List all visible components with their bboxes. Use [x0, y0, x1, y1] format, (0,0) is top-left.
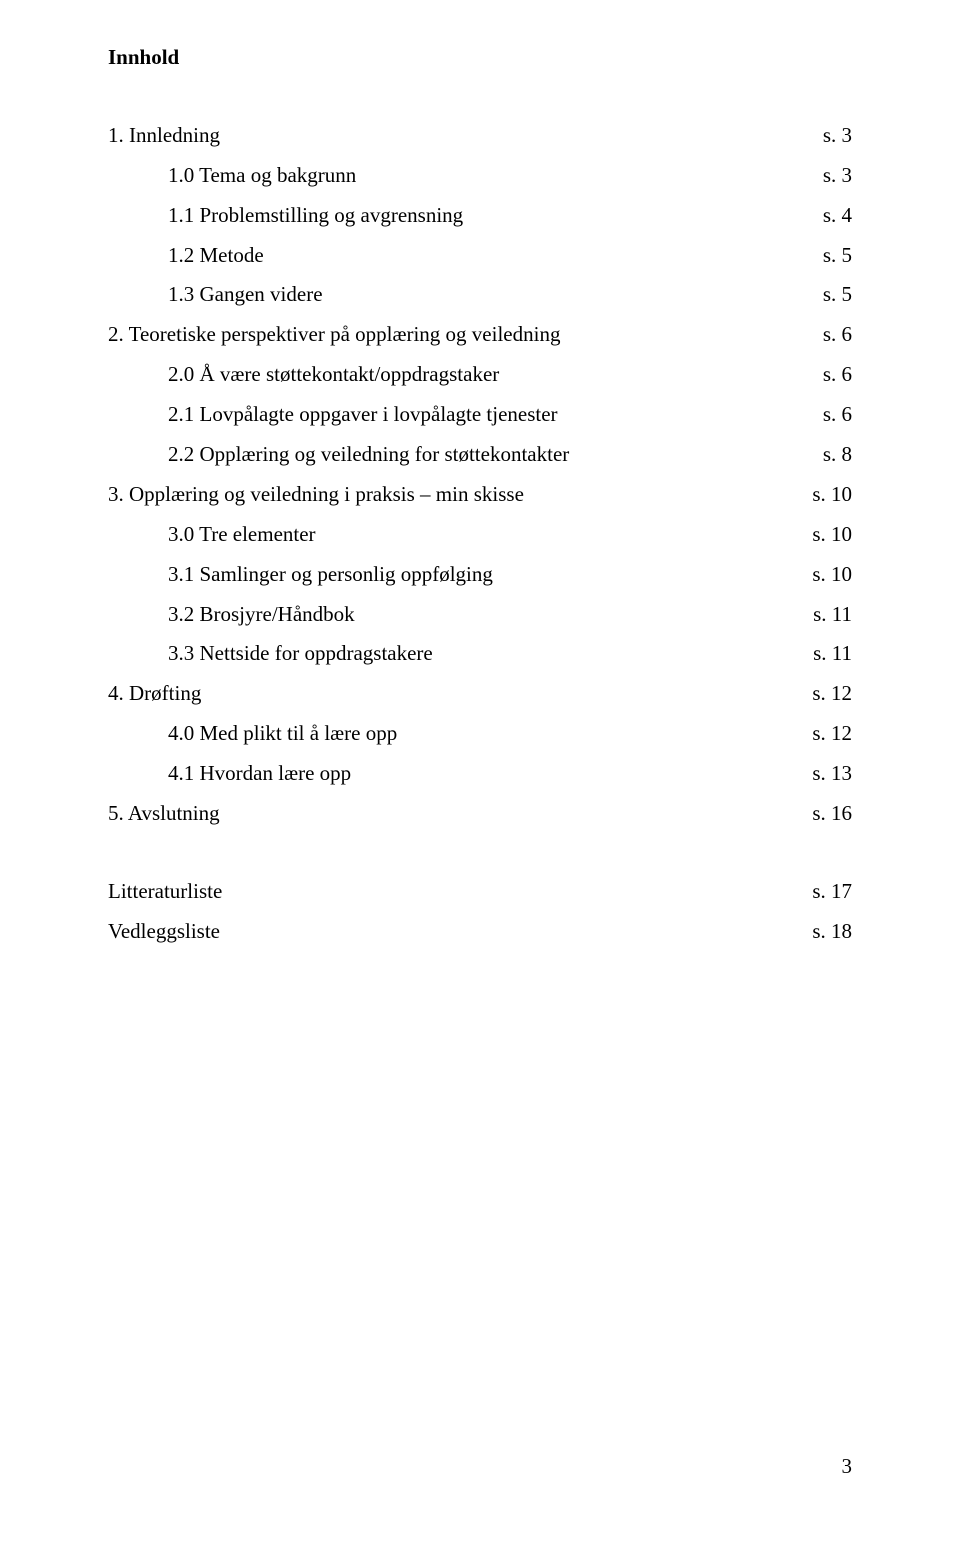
- toc-entry-page: s. 6: [823, 355, 852, 395]
- toc-entry-page: s. 4: [823, 196, 852, 236]
- toc-entry-label: 2.0 Å være støttekontakt/oppdragstaker: [168, 355, 499, 395]
- toc-entry: 2.1 Lovpålagte oppgaver i lovpålagte tje…: [108, 395, 852, 435]
- toc-entry-page: s. 5: [823, 275, 852, 315]
- toc-entry: 4.0 Med plikt til å lære opp s. 12: [108, 714, 852, 754]
- toc-entry-page: s. 6: [823, 395, 852, 435]
- toc-entry-label: 1.1 Problemstilling og avgrensning: [168, 196, 463, 236]
- toc-entry: 1. Innledning s. 3: [108, 116, 852, 156]
- section-gap: [108, 834, 852, 872]
- toc-entry: 5. Avslutning s. 16: [108, 794, 852, 834]
- toc-entry-label: 4.1 Hvordan lære opp: [168, 754, 351, 794]
- toc-entry-page: s. 11: [813, 595, 852, 635]
- toc-entry: 2.0 Å være støttekontakt/oppdragstaker s.…: [108, 355, 852, 395]
- toc-entry: 3.1 Samlinger og personlig oppfølging s. …: [108, 555, 852, 595]
- toc-entry-label: 1.2 Metode: [168, 236, 264, 276]
- toc-entry-label: 1.3 Gangen videre: [168, 275, 323, 315]
- toc-entry: 3. Opplæring og veiledning i praksis – m…: [108, 475, 852, 515]
- toc-entry-page: s. 17: [812, 872, 852, 912]
- toc-entry-page: s. 10: [812, 475, 852, 515]
- toc-entry: 4.1 Hvordan lære opp s. 13: [108, 754, 852, 794]
- toc-entry: 1.0 Tema og bakgrunn s. 3: [108, 156, 852, 196]
- page-number: 3: [842, 1447, 853, 1487]
- toc-entry-page: s. 5: [823, 236, 852, 276]
- toc-entry-page: s. 10: [812, 515, 852, 555]
- toc-entry-page: s. 8: [823, 435, 852, 475]
- toc-entry-label: Vedleggsliste: [108, 912, 220, 952]
- toc-entry-page: s. 3: [823, 156, 852, 196]
- toc-entry-label: 2.2 Opplæring og veiledning for støtteko…: [168, 435, 569, 475]
- toc-entry: 2. Teoretiske perspektiver på opplæring …: [108, 315, 852, 355]
- toc-entry-label: 3.1 Samlinger og personlig oppfølging: [168, 555, 493, 595]
- toc-entry: 4. Drøfting s. 12: [108, 674, 852, 714]
- toc-entry-label: 5. Avslutning: [108, 794, 220, 834]
- toc-entry-page: s. 11: [813, 634, 852, 674]
- toc-entry: 1.1 Problemstilling og avgrensning s. 4: [108, 196, 852, 236]
- toc-entry-label: 3.2 Brosjyre/Håndbok: [168, 595, 355, 635]
- toc-entry-label: 3.0 Tre elementer: [168, 515, 316, 555]
- document-page: Innhold 1. Innlednings. 31.0 Tema og bak…: [0, 0, 960, 1543]
- toc-entry-label: 2.1 Lovpålagte oppgaver i lovpålagte tje…: [168, 395, 558, 435]
- toc-entry-page: s. 16: [812, 794, 852, 834]
- toc-entry-label: 1.0 Tema og bakgrunn: [168, 156, 356, 196]
- toc-entry-page: s. 18: [812, 912, 852, 952]
- toc-entry-page: s. 3: [823, 116, 852, 156]
- toc-entry: 1.3 Gangen videre s. 5: [108, 275, 852, 315]
- toc-entry-page: s. 12: [812, 674, 852, 714]
- toc-entry: 2.2 Opplæring og veiledning for støtteko…: [108, 435, 852, 475]
- toc-entry-label: 1. Innledning: [108, 116, 220, 156]
- toc-entry-label: 4. Drøfting: [108, 674, 201, 714]
- toc-entry: 3.3 Nettside for oppdragstakere s. 11: [108, 634, 852, 674]
- toc-entry-label: 4.0 Med plikt til å lære opp: [168, 714, 397, 754]
- toc-entry: Vedleggsliste s. 18: [108, 912, 852, 952]
- toc-entry-label: 3.3 Nettside for oppdragstakere: [168, 634, 433, 674]
- toc-entry-label: Litteraturliste: [108, 872, 222, 912]
- toc-entry-label: 2. Teoretiske perspektiver på opplæring …: [108, 315, 560, 355]
- toc-entry-label: 3. Opplæring og veiledning i praksis – m…: [108, 475, 524, 515]
- toc-entry-page: s. 12: [812, 714, 852, 754]
- toc-main: 1. Innledning s. 3 1.0 Tema og bakgrunn s. …: [108, 116, 852, 834]
- toc-entry: 3.0 Tre elementer s. 10: [108, 515, 852, 555]
- toc-entry: Litteraturliste s. 17: [108, 872, 852, 912]
- toc-entry-page: s. 6: [823, 315, 852, 355]
- toc-entry-page: s. 13: [812, 754, 852, 794]
- toc-entry: 3.2 Brosjyre/Håndbok s. 11: [108, 595, 852, 635]
- toc-entry-page: s. 10: [812, 555, 852, 595]
- toc-appendix: Litteraturliste s. 17 Vedleggsliste s. 18: [108, 872, 852, 952]
- page-title: Innhold: [108, 38, 852, 78]
- toc-entry: 1.2 Metode s. 5: [108, 236, 852, 276]
